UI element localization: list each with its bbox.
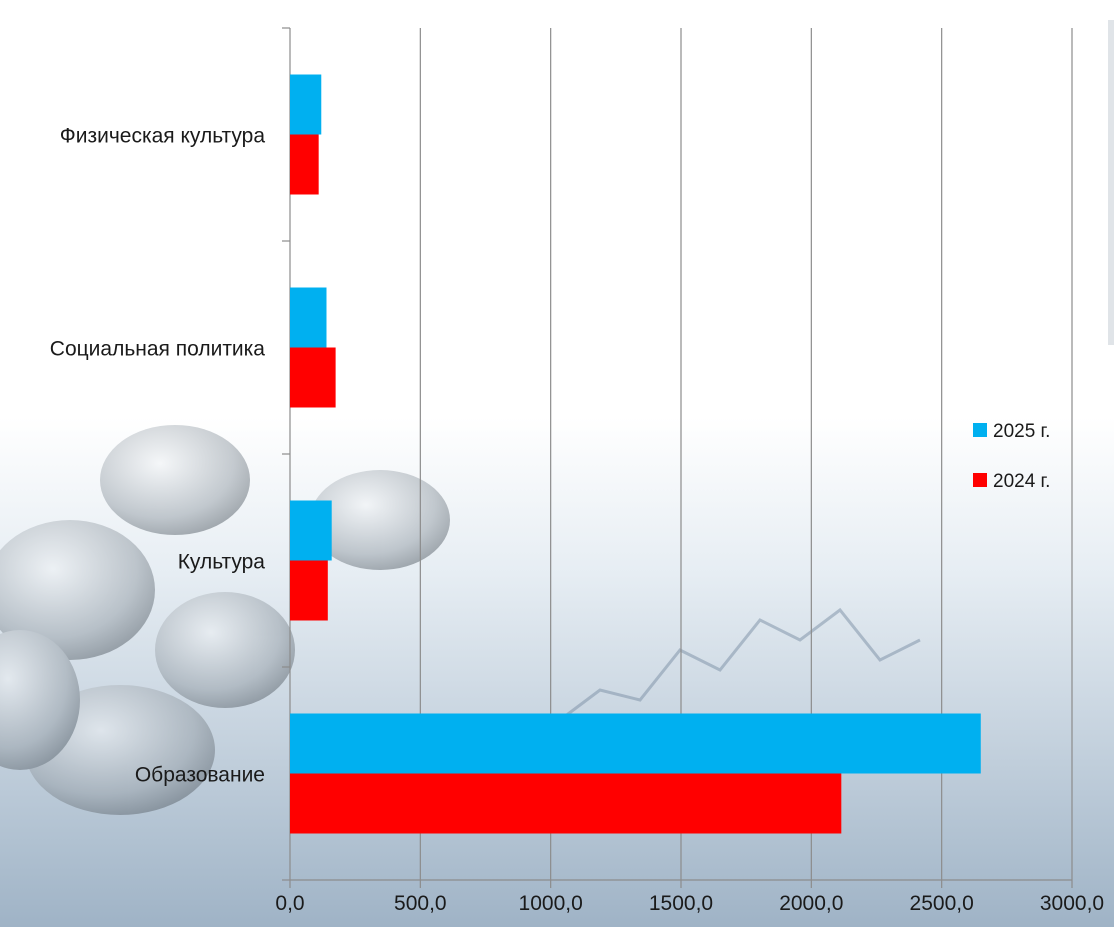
category-label: Образование [135,764,265,787]
x-tick-label: 500,0 [394,892,447,915]
bar [290,134,319,195]
bar [290,74,322,135]
category-label: Физическая культура [60,125,266,148]
x-tick-labels: 0,0 500,0 1000,0 1500,0 2000,0 2500,0 3000,0 [275,892,1104,915]
bar [290,287,327,348]
legend-swatch [973,473,987,487]
category-label: Социальная политика [50,338,266,361]
legend-label: 2025 г. [993,421,1050,442]
bars [290,74,981,834]
legend-label: 2024 г. [993,471,1050,492]
bar [290,500,332,561]
x-tick-label: 0,0 [275,892,304,915]
x-tick-label: 2500,0 [910,892,974,915]
legend: 2025 г. 2024 г. [973,421,1050,492]
bar [290,713,981,774]
x-tick-label: 3000,0 [1040,892,1104,915]
bar [290,347,336,408]
category-label: Культура [178,551,266,574]
x-tick-label: 1500,0 [649,892,713,915]
category-labels: Образование Культура Социальная политика Фи… [50,125,266,787]
legend-swatch [973,423,987,437]
x-tick-label: 1000,0 [519,892,583,915]
bar [290,560,328,621]
bar [290,773,842,834]
x-tick-label: 2000,0 [779,892,843,915]
